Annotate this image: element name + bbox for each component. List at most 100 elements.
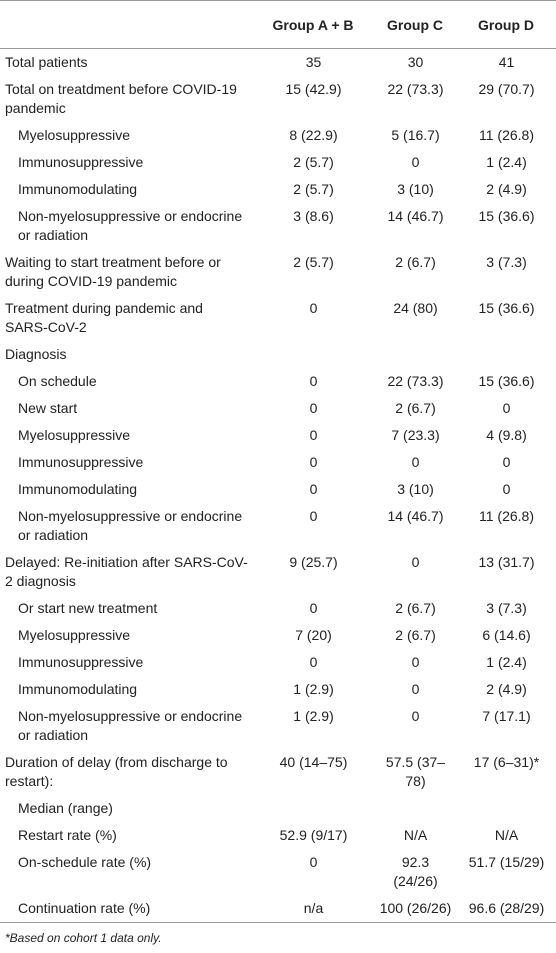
cell: 6 (14.6) bbox=[482, 627, 531, 643]
cell: 40 (14–75) bbox=[279, 754, 348, 770]
cell: 17 (6–31)* bbox=[473, 754, 540, 770]
cell: 0 bbox=[411, 454, 420, 470]
cell: 2 (5.7) bbox=[293, 154, 334, 170]
column-header: Group C bbox=[387, 16, 443, 33]
cell: 0 bbox=[309, 373, 318, 389]
cell: 1 (2.9) bbox=[293, 708, 334, 724]
row-label: Myelosuppressive bbox=[18, 627, 131, 643]
table-row: Continuation rate (%) n/a 100 (26/26) 96.6 … bbox=[0, 895, 556, 923]
cell: 3 (10) bbox=[397, 181, 434, 197]
row-label: Immunosuppressive bbox=[18, 154, 144, 170]
row-label: On schedule bbox=[18, 373, 97, 389]
cell: N/A bbox=[403, 827, 428, 843]
table-row: Median (range) bbox=[0, 795, 556, 822]
row-label: Delayed: Re-initiation after SARS-CoV-2 … bbox=[5, 554, 248, 589]
row-label: Non-myelosuppressive or endocrine or rad… bbox=[18, 508, 243, 543]
table-row: Total patients 35 30 41 bbox=[0, 49, 556, 77]
row-label: Immunomodulating bbox=[18, 481, 138, 497]
row-label: Median (range) bbox=[18, 800, 113, 816]
cell: 96.6 (28/29) bbox=[468, 900, 545, 916]
row-label: Immunomodulating bbox=[18, 181, 138, 197]
row-label: New start bbox=[18, 400, 78, 416]
cell: 2 (5.7) bbox=[293, 181, 334, 197]
cell: 100 (26/26) bbox=[379, 900, 452, 916]
table-row: Non-myelosuppressive or endocrine or rad… bbox=[0, 503, 556, 549]
row-label: Treatment during pandemic and SARS-CoV-2 bbox=[5, 300, 203, 335]
table-row: Restart rate (%) 52.9 (9/17) N/A N/A bbox=[0, 822, 556, 849]
table-row: Non-myelosuppressive or endocrine or rad… bbox=[0, 203, 556, 249]
cell: 35 bbox=[305, 54, 322, 70]
table-row: Immunomodulating 1 (2.9) 0 2 (4.9) bbox=[0, 676, 556, 703]
cell: 11 (26.8) bbox=[479, 127, 534, 143]
cell: 52.9 (9/17) bbox=[279, 827, 348, 843]
cell: 0 bbox=[309, 300, 318, 316]
table-row: Treatment during pandemic and SARS-CoV-2… bbox=[0, 295, 556, 341]
cell bbox=[252, 795, 374, 822]
table-row: Total on treatdment before COVID-19 pand… bbox=[0, 76, 556, 122]
table-row: Myelosuppressive 0 7 (23.3) 4 (9.8) bbox=[0, 422, 556, 449]
cell: 0 bbox=[309, 400, 318, 416]
cell: 11 (26.8) bbox=[479, 508, 534, 524]
cell: 5 (16.7) bbox=[391, 127, 440, 143]
cell: 0 bbox=[411, 654, 420, 670]
table-header: Group A + B Group C Group D bbox=[0, 0, 556, 49]
cell: 51.7 (15/29) bbox=[468, 854, 545, 870]
cell: 7 (23.3) bbox=[391, 427, 440, 443]
row-label: Diagnosis bbox=[5, 346, 67, 362]
cell: 2 (6.7) bbox=[395, 254, 436, 270]
table-row: Myelosuppressive 8 (22.9) 5 (16.7) 11 (26.8… bbox=[0, 122, 556, 149]
table-row: Immunosuppressive 2 (5.7) 0 1 (2.4) bbox=[0, 149, 556, 176]
row-label: Immunomodulating bbox=[18, 681, 138, 697]
cell bbox=[456, 795, 556, 822]
cell: 2 (4.9) bbox=[486, 681, 527, 697]
cell: 2 (6.7) bbox=[395, 627, 436, 643]
cell: 2 (6.7) bbox=[395, 400, 436, 416]
cell: 2 (5.7) bbox=[293, 254, 334, 270]
row-label: Non-myelosuppressive or endocrine or rad… bbox=[18, 708, 243, 743]
row-label: Myelosuppressive bbox=[18, 127, 131, 143]
cell: 0 bbox=[309, 600, 318, 616]
cell: 1 (2.9) bbox=[293, 681, 334, 697]
table-row: Immunosuppressive 0 0 0 bbox=[0, 449, 556, 476]
row-label: Total on treatdment before COVID-19 pand… bbox=[5, 81, 237, 116]
row-label: On-schedule rate (%) bbox=[18, 854, 152, 870]
cell: 0 bbox=[411, 154, 420, 170]
cell: 2 (6.7) bbox=[395, 600, 436, 616]
table-row: On-schedule rate (%) 0 92.3 (24/26) 51.7 (1… bbox=[0, 849, 556, 895]
cell: 15 (42.9) bbox=[285, 81, 342, 97]
cell: 14 (46.7) bbox=[387, 508, 444, 524]
cell: 15 (36.6) bbox=[478, 373, 535, 389]
row-label: Waiting to start treatment before or dur… bbox=[5, 254, 221, 289]
cell: 0 bbox=[309, 481, 318, 497]
cell: 30 bbox=[407, 54, 424, 70]
cell: 0 bbox=[309, 508, 318, 524]
row-label: Non-myelosuppressive or endocrine or rad… bbox=[18, 208, 243, 243]
cell: 9 (25.7) bbox=[289, 554, 338, 570]
cell: 22 (73.3) bbox=[387, 81, 444, 97]
cell: 92.3 (24/26) bbox=[393, 854, 438, 889]
cell: 0 bbox=[502, 454, 511, 470]
table-row: On schedule 0 22 (73.3) 15 (36.6) bbox=[0, 368, 556, 395]
table-row: Delayed: Re-initiation after SARS-CoV-2 … bbox=[0, 549, 556, 595]
cell: n/a bbox=[303, 900, 324, 916]
cell: 22 (73.3) bbox=[387, 373, 444, 389]
footnote: *Based on cohort 1 data only. bbox=[5, 931, 162, 945]
table-row: Duration of delay (from discharge to res… bbox=[0, 749, 556, 795]
cell: 13 (31.7) bbox=[478, 554, 535, 570]
row-label: Continuation rate (%) bbox=[18, 900, 151, 916]
table-row: Immunomodulating 2 (5.7) 3 (10) 2 (4.9) bbox=[0, 176, 556, 203]
row-label: Or start new treatment bbox=[18, 600, 158, 616]
row-label: Myelosuppressive bbox=[18, 427, 131, 443]
table-row: Waiting to start treatment before or dur… bbox=[0, 249, 556, 295]
column-header: Group A + B bbox=[272, 16, 354, 33]
cell: 8 (22.9) bbox=[289, 127, 338, 143]
cell: 1 (2.4) bbox=[486, 654, 527, 670]
cell: 0 bbox=[502, 400, 511, 416]
cell: 0 bbox=[309, 454, 318, 470]
table-body: Total patients 35 30 41 Total on treatdment … bbox=[0, 49, 556, 923]
row-label: Restart rate (%) bbox=[18, 827, 117, 843]
table-row: Myelosuppressive 7 (20) 2 (6.7) 6 (14.6) bbox=[0, 622, 556, 649]
header-row: Group A + B Group C Group D bbox=[0, 0, 556, 49]
cell: 3 (8.6) bbox=[293, 208, 334, 224]
